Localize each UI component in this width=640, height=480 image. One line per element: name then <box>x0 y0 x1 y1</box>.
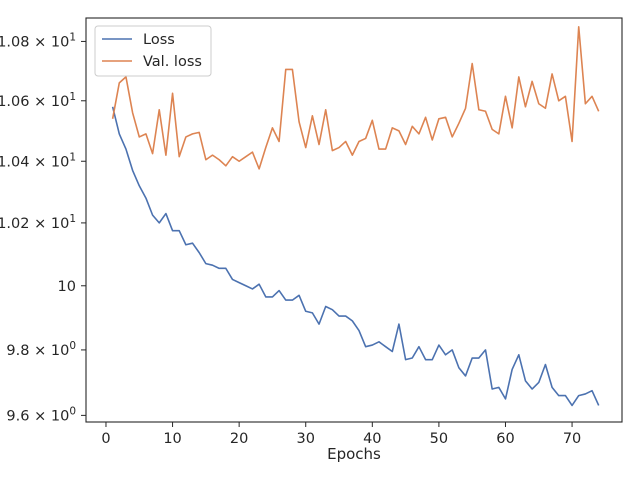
x-axis: 0 10 20 30 40 50 60 70 <box>101 422 581 447</box>
x-tick-label: 10 <box>163 431 181 447</box>
plot-area <box>111 25 600 407</box>
y-tick-label: 9.6 × 100 <box>6 405 76 424</box>
series-line-loss <box>111 106 600 407</box>
y-tick-label: 1.08 × 101 <box>0 31 76 50</box>
x-tick-label: 30 <box>297 431 315 447</box>
x-tick-label: 0 <box>101 431 110 447</box>
legend-label-val-loss: Val. loss <box>143 54 202 70</box>
series-line-val-loss <box>111 25 600 170</box>
x-axis-label: Epochs <box>327 445 381 463</box>
y-tick-label: 9.8 × 100 <box>6 340 76 359</box>
x-tick-label: 60 <box>496 431 514 447</box>
x-tick-label: 70 <box>563 431 581 447</box>
legend: Loss Val. loss <box>94 25 212 77</box>
x-tick-label: 20 <box>230 431 248 447</box>
y-tick-label: 1.06 × 101 <box>0 91 76 110</box>
y-tick-label: 10 <box>58 279 76 295</box>
x-tick-label: 40 <box>363 431 381 447</box>
y-tick-label: 1.04 × 101 <box>0 151 76 170</box>
x-tick-label: 50 <box>430 431 448 447</box>
y-axis: 9.6 × 100 9.8 × 100 10 1.02 × 101 1.04 × 101… <box>0 31 86 424</box>
plot-frame <box>85 17 623 423</box>
y-tick-label: 1.02 × 101 <box>0 213 76 232</box>
legend-label-loss: Loss <box>143 32 175 48</box>
